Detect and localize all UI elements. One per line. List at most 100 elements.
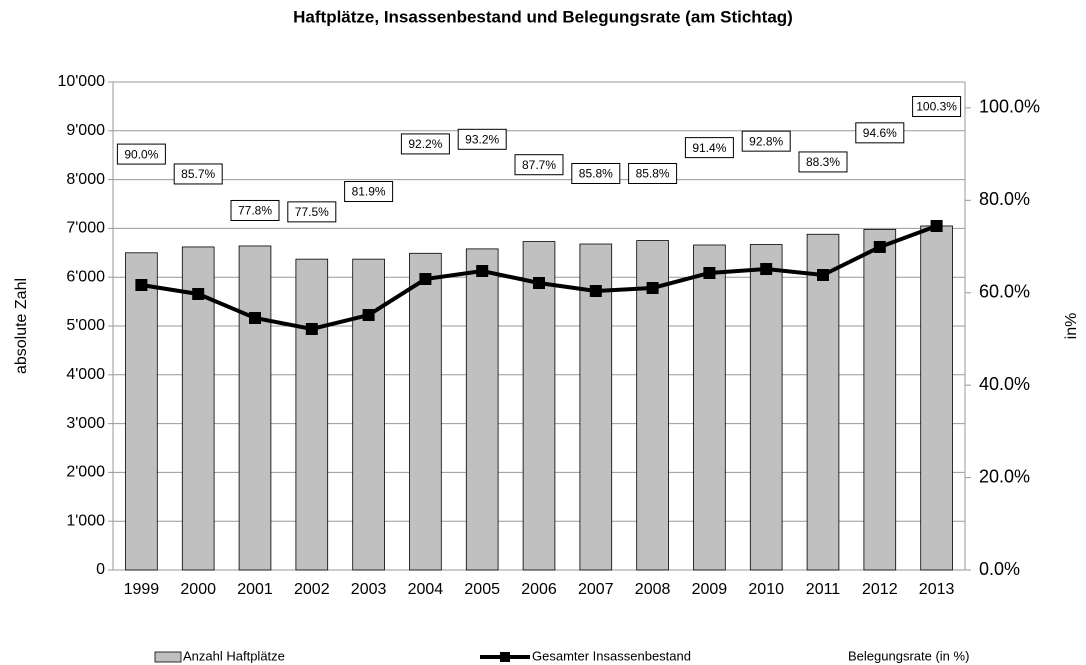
y2-tick-label: 60.0% [979, 281, 1030, 301]
x-tick-label: 2009 [692, 581, 728, 598]
data-label: 100.3% [916, 100, 957, 114]
line-marker [192, 287, 205, 300]
data-label: 77.8% [238, 204, 272, 218]
data-label: 90.0% [124, 147, 158, 161]
y-axis-label: absolute Zahl [13, 278, 30, 374]
bar [238, 245, 272, 571]
data-label: 87.7% [522, 158, 556, 172]
y-tick-label: 6'000 [66, 268, 105, 285]
x-tick-label: 2004 [408, 581, 444, 598]
y2-tick-label: 0.0% [979, 559, 1020, 579]
y-tick-label: 1'000 [66, 512, 105, 529]
x-tick-label: 2003 [351, 581, 387, 598]
data-label-box [798, 151, 848, 173]
line-marker [362, 309, 375, 322]
bar [522, 241, 556, 571]
y-tick-label: 5'000 [66, 317, 105, 334]
legend-marker [500, 652, 510, 662]
y2-axis-label: in% [1063, 313, 1080, 340]
legend-label: Anzahl Haftplätze [183, 648, 285, 663]
data-label: 88.3% [806, 155, 840, 169]
data-label: 81.9% [352, 185, 386, 199]
line-marker [760, 263, 773, 276]
line-marker [817, 269, 829, 282]
data-label-box [457, 128, 507, 150]
x-tick-label: 2008 [635, 581, 671, 598]
data-label: 93.2% [465, 132, 499, 146]
bar [295, 258, 329, 571]
data-label-box [514, 154, 564, 176]
data-label-box [912, 95, 962, 117]
data-label: 92.2% [408, 137, 442, 151]
line-marker [135, 279, 148, 292]
line-marker [589, 285, 602, 298]
data-label: 91.4% [692, 141, 726, 155]
data-label-box [173, 163, 223, 185]
legend-swatch [154, 651, 182, 663]
y-tick-label: 10'000 [57, 73, 105, 90]
bar [863, 228, 897, 571]
x-tick-label: 2000 [180, 581, 216, 598]
line-marker [703, 267, 716, 280]
y-tick-label: 3'000 [66, 415, 105, 432]
x-tick-label: 2006 [521, 581, 557, 598]
y-tick-label: 8'000 [66, 171, 105, 188]
data-label: 77.5% [295, 205, 329, 219]
line-marker [476, 265, 489, 278]
line-marker [419, 273, 432, 286]
data-label-box [684, 137, 734, 159]
x-tick-label: 2013 [919, 581, 955, 598]
bar [749, 244, 783, 571]
bar [920, 225, 953, 571]
y-tick-label: 2'000 [66, 464, 105, 481]
y-tick-label: 0 [96, 561, 105, 578]
bar [465, 248, 499, 571]
x-tick-label: 2010 [748, 581, 784, 598]
y-tick-label: 9'000 [66, 122, 105, 139]
bar [409, 252, 442, 571]
bar [806, 233, 840, 571]
line-marker [305, 322, 318, 335]
bar [125, 252, 158, 571]
y2-tick-label: 20.0% [979, 466, 1030, 486]
y-tick-label: 7'000 [66, 220, 105, 237]
line-marker [646, 281, 659, 294]
data-label-box [571, 163, 621, 184]
x-tick-label: 2012 [862, 581, 898, 598]
line-marker [930, 220, 943, 233]
data-label: 85.8% [636, 167, 670, 181]
bar [579, 243, 613, 571]
bar [636, 240, 669, 571]
x-tick-label: 2007 [578, 581, 614, 598]
x-tick-label: 2001 [237, 581, 273, 598]
x-tick-label: 2005 [464, 581, 500, 598]
x-tick-label: 1999 [124, 581, 160, 598]
data-label-box [287, 201, 337, 223]
data-label: 92.8% [749, 134, 783, 148]
data-label-box [741, 130, 791, 152]
data-label-box [628, 163, 678, 184]
y2-tick-label: 100.0% [979, 97, 1040, 117]
x-tick-label: 2002 [294, 581, 330, 598]
data-label-box [116, 143, 166, 165]
chart-title: Haftplätze, Insassenbestand und Belegung… [293, 7, 793, 26]
data-label-box [344, 181, 394, 203]
x-tick-label: 2011 [806, 581, 841, 598]
bar [181, 246, 215, 571]
data-label-box [400, 133, 450, 155]
data-label: 85.7% [181, 167, 215, 181]
y-tick-label: 4'000 [66, 366, 105, 383]
line-marker [533, 277, 545, 290]
data-label-box [230, 199, 280, 221]
line-marker [249, 311, 261, 324]
y2-tick-label: 40.0% [979, 374, 1030, 394]
data-label-box [855, 122, 905, 144]
data-label: 94.6% [863, 126, 897, 140]
legend-label: Gesamter Insassenbestand [532, 648, 691, 663]
data-label: 85.8% [579, 167, 613, 181]
line-marker [873, 240, 886, 253]
legend-label: Belegungsrate (in %) [848, 648, 969, 663]
bar [693, 244, 726, 571]
y2-tick-label: 80.0% [979, 189, 1030, 209]
